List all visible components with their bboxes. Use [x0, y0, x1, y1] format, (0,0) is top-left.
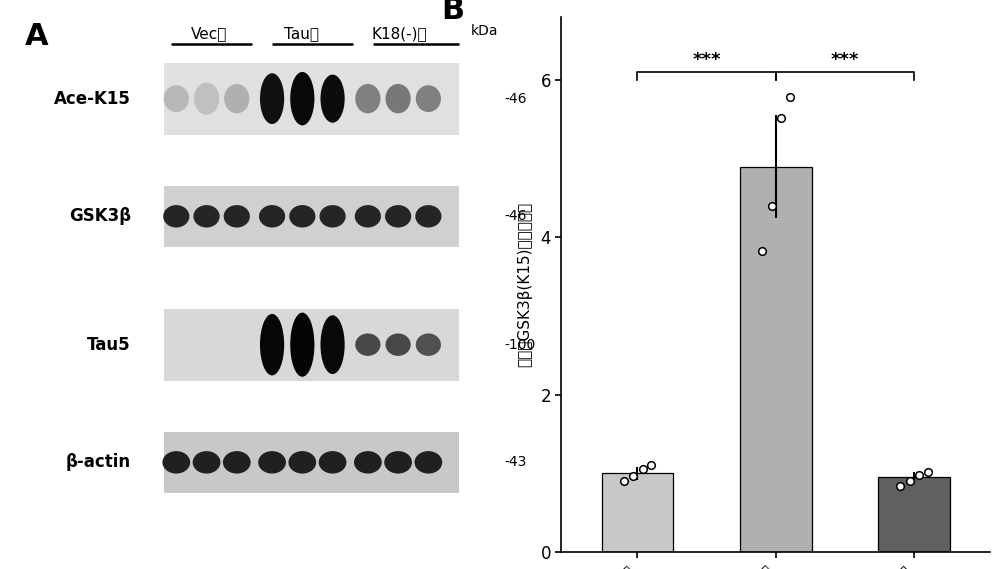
Text: ***: ***: [692, 51, 721, 69]
Text: Tau5: Tau5: [87, 336, 131, 354]
Ellipse shape: [259, 205, 285, 228]
Ellipse shape: [416, 333, 441, 356]
Ellipse shape: [290, 72, 314, 125]
Text: -43: -43: [504, 455, 526, 469]
Ellipse shape: [288, 451, 316, 473]
Ellipse shape: [320, 315, 345, 374]
Bar: [878, 477, 950, 552]
Ellipse shape: [164, 85, 189, 112]
Y-axis label: 相对的GSK3β(K15)乙酰化水平: 相对的GSK3β(K15)乙酰化水平: [517, 202, 532, 367]
Text: ***: ***: [831, 51, 859, 69]
Text: Ace-K15: Ace-K15: [54, 90, 131, 108]
Ellipse shape: [289, 205, 315, 228]
Ellipse shape: [415, 451, 442, 473]
Bar: [740, 167, 812, 552]
Ellipse shape: [193, 205, 220, 228]
Ellipse shape: [258, 451, 286, 473]
Ellipse shape: [163, 205, 189, 228]
Ellipse shape: [290, 312, 314, 377]
FancyBboxPatch shape: [164, 63, 459, 135]
Ellipse shape: [319, 205, 346, 228]
Ellipse shape: [355, 84, 380, 113]
Ellipse shape: [385, 205, 411, 228]
Ellipse shape: [193, 451, 220, 473]
Text: A: A: [25, 22, 49, 51]
Ellipse shape: [386, 84, 411, 113]
Ellipse shape: [319, 451, 346, 473]
Text: Vec组: Vec组: [191, 26, 227, 41]
Ellipse shape: [320, 75, 345, 123]
Ellipse shape: [355, 333, 380, 356]
Ellipse shape: [415, 205, 441, 228]
FancyBboxPatch shape: [164, 308, 459, 381]
Ellipse shape: [162, 451, 190, 473]
Text: GSK3β: GSK3β: [69, 207, 131, 225]
Ellipse shape: [223, 451, 251, 473]
Ellipse shape: [386, 333, 411, 356]
Text: β-actin: β-actin: [66, 453, 131, 471]
Bar: [602, 473, 673, 552]
Ellipse shape: [194, 83, 219, 115]
Ellipse shape: [224, 84, 249, 113]
Text: -46: -46: [504, 209, 526, 223]
Text: Tau组: Tau组: [284, 26, 319, 41]
Ellipse shape: [384, 451, 412, 473]
Text: K18(-)组: K18(-)组: [371, 26, 427, 41]
Ellipse shape: [355, 205, 381, 228]
FancyBboxPatch shape: [164, 185, 459, 247]
Ellipse shape: [260, 314, 284, 376]
Ellipse shape: [224, 205, 250, 228]
FancyBboxPatch shape: [164, 431, 459, 493]
Ellipse shape: [416, 85, 441, 112]
Ellipse shape: [354, 451, 382, 473]
Text: -46: -46: [504, 92, 526, 106]
Text: B: B: [441, 0, 465, 24]
Text: -100: -100: [504, 337, 535, 352]
Text: kDa: kDa: [471, 24, 499, 39]
Ellipse shape: [260, 73, 284, 124]
